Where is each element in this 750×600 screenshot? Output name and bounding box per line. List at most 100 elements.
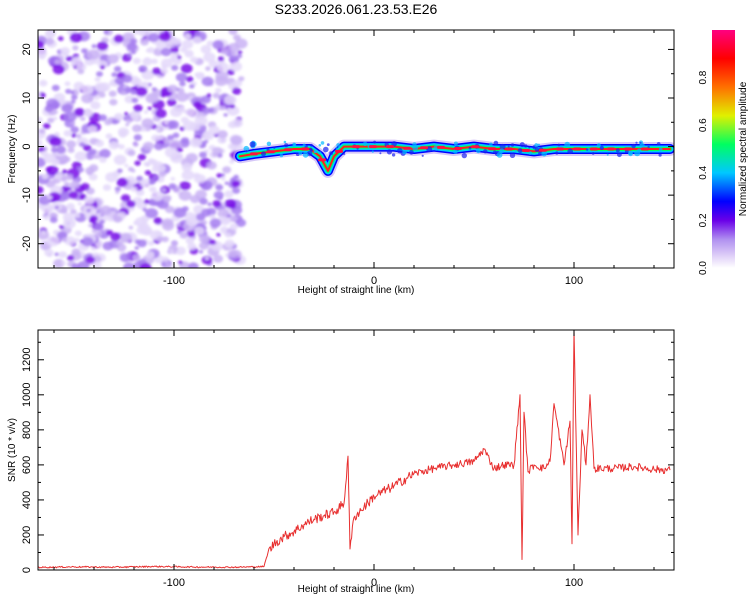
noise-blob — [125, 123, 130, 127]
ridge-blob — [524, 144, 528, 148]
noise-blob — [127, 149, 136, 157]
noise-blob — [209, 214, 216, 220]
top-chart-title: S233.2026.061.23.53.E26 — [275, 1, 438, 17]
noise-blob — [70, 90, 75, 95]
noise-blob — [60, 47, 70, 55]
noise-blob — [130, 113, 140, 121]
ridge-peak — [403, 146, 411, 150]
noise-blob — [151, 58, 158, 64]
ridge-blob — [261, 151, 266, 157]
noise-blob — [127, 251, 132, 255]
ridge-blob — [517, 148, 523, 154]
noise-blob — [133, 134, 142, 141]
noise-blob — [164, 205, 175, 214]
noise-blob — [206, 207, 217, 216]
noise-blob — [62, 169, 68, 174]
noise-blob — [194, 72, 199, 77]
noise-blob — [170, 177, 176, 181]
noise-blob — [238, 76, 245, 82]
noise-blob — [179, 81, 186, 87]
noise-blob — [224, 199, 237, 209]
noise-blob — [91, 44, 97, 49]
ridge-blob — [323, 146, 329, 153]
noise-blob — [130, 38, 138, 44]
noise-blob — [74, 230, 82, 237]
noise-blob — [130, 89, 137, 95]
noise-blob — [70, 126, 79, 133]
noise-blob — [175, 72, 188, 82]
noise-blob — [99, 219, 105, 224]
noise-blob — [114, 113, 124, 121]
noise-blob — [87, 125, 97, 133]
noise-blob — [82, 84, 94, 95]
noise-blob — [170, 52, 178, 58]
noise-blob — [80, 116, 86, 121]
noise-blob — [63, 218, 76, 229]
noise-blob — [111, 119, 119, 125]
noise-blob — [99, 92, 106, 98]
noise-blob — [95, 139, 104, 147]
noise-blob — [194, 174, 206, 184]
noise-blob — [217, 208, 229, 218]
noise-blob — [54, 132, 60, 137]
noise-blob — [147, 106, 153, 111]
noise-blob — [64, 81, 71, 87]
noise-blob — [81, 93, 94, 104]
noise-blob — [181, 39, 194, 50]
noise-blob — [113, 215, 123, 223]
bottom-plot-background — [38, 330, 674, 570]
noise-blob — [66, 140, 77, 149]
noise-blob — [206, 93, 212, 98]
noise-blob — [118, 144, 125, 150]
ridge-blob — [493, 150, 497, 154]
top-x-axis: -100 0 100 — [163, 275, 583, 287]
noise-blob — [85, 256, 95, 264]
top-y-tick-label: 10 — [21, 92, 33, 104]
bottom-y-tick-label: 800 — [21, 421, 33, 439]
noise-blob — [190, 56, 198, 63]
noise-blob — [194, 226, 205, 235]
noise-blob — [205, 66, 211, 71]
noise-blob — [173, 207, 187, 218]
bottom-y-axis: 0 200 400 600 800 1000 1200 — [21, 348, 33, 574]
ridge-blob — [507, 145, 510, 148]
noise-blob — [38, 186, 44, 194]
noise-blob — [207, 202, 213, 207]
ridge-peak — [624, 147, 632, 151]
noise-blob — [123, 262, 136, 268]
noise-blob — [133, 220, 139, 226]
noise-blob — [209, 239, 216, 245]
noise-blob — [199, 197, 208, 205]
bottom-y-tick-label: 0 — [21, 567, 33, 573]
bottom-x-axis: -100 0 100 — [163, 577, 583, 589]
noise-blob — [91, 246, 96, 251]
noise-blob — [185, 217, 198, 227]
noise-blob — [38, 48, 48, 59]
noise-blob — [226, 105, 240, 116]
ridge-blob — [379, 152, 382, 155]
noise-blob — [120, 194, 131, 202]
noise-blob — [157, 134, 165, 140]
noise-blob — [38, 139, 43, 147]
noise-blob — [142, 207, 148, 212]
noise-blob — [76, 63, 87, 72]
ridge-blob — [496, 152, 503, 158]
noise-blob — [229, 61, 243, 72]
noise-blob — [102, 184, 112, 191]
ridge-blob — [243, 145, 250, 152]
noise-blob — [209, 218, 222, 228]
ridge-peak — [539, 148, 547, 152]
noise-blob — [65, 174, 74, 181]
noise-blob — [95, 231, 103, 237]
noise-blob — [140, 38, 149, 46]
ridge-blob — [335, 146, 338, 149]
noise-blob — [142, 141, 154, 151]
ridge-blob — [541, 150, 548, 157]
noise-blob — [71, 94, 78, 100]
bottom-y-tick-label: 200 — [21, 526, 33, 544]
top-y-tick-label: -10 — [21, 187, 33, 203]
ridge-blob — [266, 141, 272, 146]
ridge-blob — [528, 146, 531, 149]
ridge-blob — [555, 151, 559, 155]
